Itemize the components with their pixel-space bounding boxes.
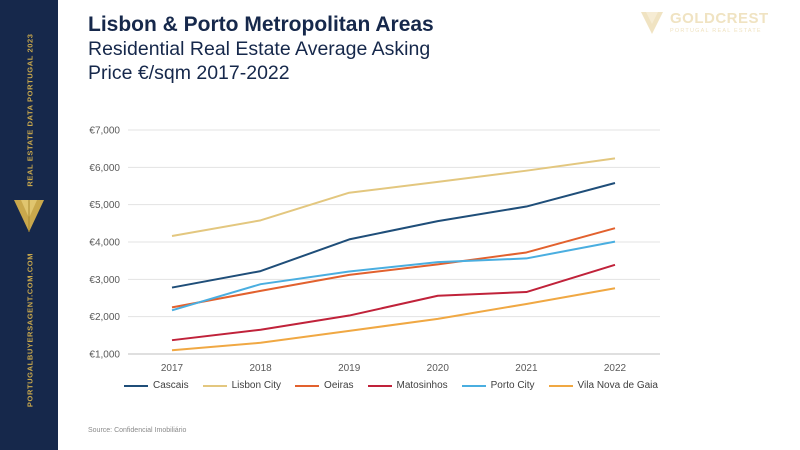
legend-swatch xyxy=(461,384,486,387)
header: Lisbon & Porto Metropolitan Areas Reside… xyxy=(88,12,434,85)
legend-swatch xyxy=(202,384,227,387)
legend-swatch xyxy=(295,384,320,387)
legend-swatch xyxy=(124,384,148,387)
brand-logo: GOLDCREST PORTUGAL REAL ESTATE xyxy=(640,10,780,38)
x-tick-label: 2021 xyxy=(515,363,538,374)
brand-name: GOLDCREST xyxy=(670,10,769,27)
series-line-matosinhos xyxy=(171,263,616,342)
page-subtitle-line2: Price €/sqm 2017-2022 xyxy=(88,62,290,84)
legend-item: Lisbon City xyxy=(202,380,282,391)
y-tick-label: €3,000 xyxy=(89,275,120,286)
brand-tagline: PORTUGAL REAL ESTATE xyxy=(670,28,762,34)
page-title: Lisbon & Porto Metropolitan Areas xyxy=(88,13,434,36)
y-tick-label: €2,000 xyxy=(89,312,120,323)
legend-swatch xyxy=(367,384,392,387)
y-tick-label: €4,000 xyxy=(89,238,120,249)
page-subtitle-line1: Residential Real Estate Average Asking xyxy=(88,38,431,60)
gold-triangle-logo-icon xyxy=(14,200,44,232)
source-note: Source: Confidencial Imobiliário xyxy=(88,427,187,434)
series-line-porto-city xyxy=(171,240,616,312)
series-line-lisbon-city xyxy=(171,157,616,238)
legend-item: Porto City xyxy=(461,380,535,391)
legend-label: Oeiras xyxy=(324,380,354,391)
goldcrest-logo-icon xyxy=(641,12,663,34)
legend-swatch xyxy=(548,384,573,387)
y-tick-label: €7,000 xyxy=(89,126,120,137)
sidebar: REAL ESTATE DATA PORTUGAL 2023 PORTUGALB… xyxy=(0,0,58,450)
chart-legend: Cascais Lisbon City Oeiras Matosinhos Porto … xyxy=(124,380,672,391)
legend-label: Lisbon City xyxy=(231,380,282,391)
x-tick-label: 2022 xyxy=(604,363,627,374)
x-tick-label: 2017 xyxy=(161,363,184,374)
x-tick-label: 2020 xyxy=(427,363,450,374)
legend-item: Oeiras xyxy=(295,380,354,391)
legend-item: Cascais xyxy=(124,380,189,391)
series-line-cascais xyxy=(171,182,616,289)
y-tick-label: €1,000 xyxy=(89,350,120,361)
legend-label: Cascais xyxy=(153,380,189,391)
x-tick-label: 2018 xyxy=(249,363,272,374)
y-tick-label: €5,000 xyxy=(89,200,120,211)
legend-label: Vila Nova de Gaia xyxy=(577,380,658,391)
legend-item: Vila Nova de Gaia xyxy=(548,380,658,391)
legend-item: Matosinhos xyxy=(367,380,448,391)
legend-label: Porto City xyxy=(490,380,535,391)
legend-label: Matosinhos xyxy=(396,380,448,391)
x-tick-label: 2019 xyxy=(338,363,361,374)
y-tick-label: €6,000 xyxy=(89,163,120,174)
series-line-oeiras xyxy=(171,227,616,309)
series-line-vila-nova-de-gaia xyxy=(171,287,616,352)
